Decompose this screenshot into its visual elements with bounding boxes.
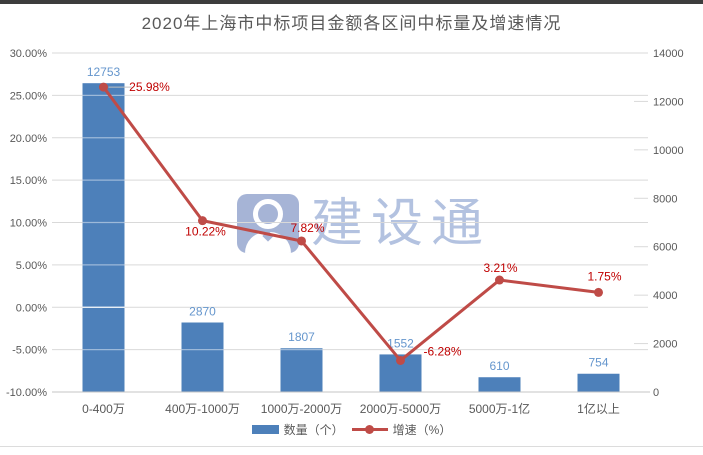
legend-item-count: 数量（个） [251, 421, 344, 438]
line-marker [297, 236, 306, 246]
bar-swatch-icon [251, 425, 279, 434]
left-axis-tick-label: 0.00% [16, 302, 47, 314]
bar-value-label: 1807 [288, 330, 315, 344]
bottom-divider [0, 446, 703, 447]
left-axis-tick-label: 25.00% [10, 90, 48, 102]
bar [478, 377, 521, 392]
left-axis-tick-label: -10.00% [6, 387, 47, 399]
right-axis-tick-label: 4000 [653, 290, 677, 302]
right-axis-tick-label: 10000 [653, 145, 684, 157]
right-axis-tick-label: 12000 [653, 96, 684, 108]
x-axis-label: 1000万-2000万 [261, 402, 342, 416]
chart-title: 2020年上海市中标项目金额各区间中标量及增速情况 [141, 14, 562, 33]
legend-label-growth: 增速（%） [392, 423, 452, 437]
line-value-label: 3.21% [483, 261, 517, 275]
left-axis-tick-label: 30.00% [10, 48, 48, 60]
bar-value-label: 610 [489, 359, 509, 373]
x-axis-label: 1亿以上 [577, 401, 620, 416]
bar [280, 348, 323, 392]
line-value-label: 25.98% [129, 80, 170, 94]
line-marker [594, 287, 603, 297]
x-axis-label: 2000万-5000万 [360, 402, 441, 416]
growth-line [102, 86, 599, 362]
right-axis-tick-label: 2000 [653, 339, 677, 351]
right-axis-tick-label: 0 [653, 387, 659, 399]
bar-value-label: 12753 [87, 65, 121, 79]
legend: 数量（个） 增速（%） [0, 421, 703, 438]
line-value-label: 7.82% [290, 221, 324, 235]
bar [82, 83, 125, 392]
bar [577, 373, 620, 392]
bar-value-label: 1552 [387, 336, 414, 350]
legend-label-count: 数量（个） [283, 423, 344, 437]
bar [181, 322, 224, 392]
bar-value-label: 754 [588, 356, 608, 370]
watermark-person-badge-icon [237, 194, 299, 253]
x-axis-label: 0-400万 [82, 402, 125, 416]
line-value-label: 1.75% [587, 269, 621, 283]
watermark-person-head [253, 199, 283, 229]
left-axis-tick-label: 15.00% [10, 175, 48, 187]
line-marker [198, 216, 207, 226]
bar-value-label: 2870 [189, 305, 216, 319]
left-axis-tick-label: 10.00% [10, 218, 48, 230]
top-border [0, 0, 703, 4]
line-marker [495, 275, 504, 285]
line-value-label: 10.22% [185, 225, 226, 239]
right-axis-tick-label: 6000 [653, 242, 677, 254]
right-axis-tick-label: 8000 [653, 193, 677, 205]
x-axis-label: 5000万-1亿 [469, 401, 530, 416]
left-axis-tick-label: -5.00% [12, 345, 47, 357]
line-swatch-icon [351, 425, 388, 434]
line-value-label: -6.28% [423, 344, 461, 358]
left-axis-tick-label: 5.00% [16, 260, 47, 272]
line-marker-dot-icon [364, 425, 374, 434]
left-axis-tick-label: 20.00% [10, 133, 48, 145]
watermark-text: 建设通 [311, 194, 492, 253]
line-marker [99, 82, 108, 92]
watermark: 建设通 [237, 194, 491, 253]
legend-item-growth: 增速（%） [351, 421, 452, 438]
right-axis-tick-label: 14000 [653, 48, 684, 60]
line-marker [396, 355, 405, 365]
x-axis-label: 400万-1000万 [165, 402, 240, 416]
